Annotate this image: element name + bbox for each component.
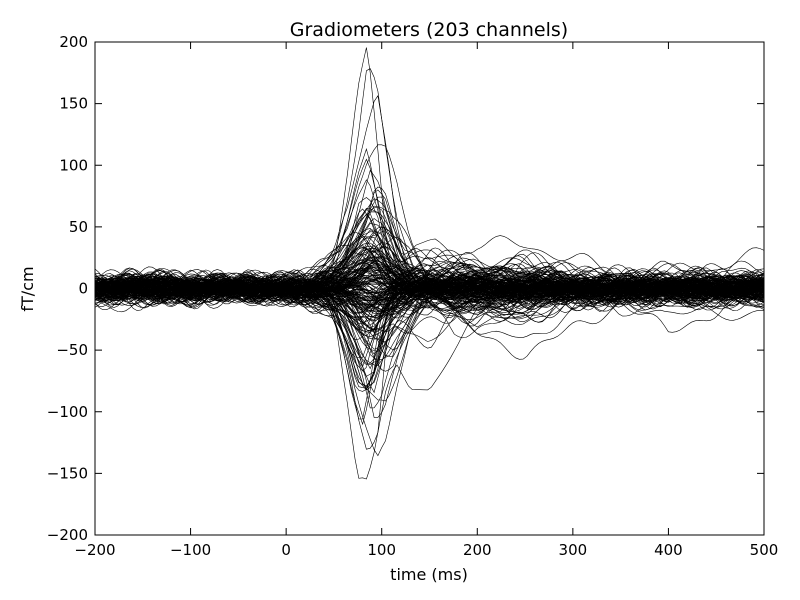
channel-trace xyxy=(95,226,764,307)
x-axis-label: time (ms) xyxy=(390,565,468,584)
y-tick-label: −200 xyxy=(47,526,88,544)
channel-trace xyxy=(95,279,764,331)
channel-trace xyxy=(95,275,764,298)
x-tick-label: 500 xyxy=(750,541,779,559)
y-tick-label: 100 xyxy=(59,156,88,174)
x-tick-label: −100 xyxy=(170,541,211,559)
y-tick-label: 200 xyxy=(59,33,88,51)
traces xyxy=(95,47,764,480)
channel-trace xyxy=(95,273,764,308)
channel-trace xyxy=(95,266,764,308)
chart-title: Gradiometers (203 channels) xyxy=(290,19,568,41)
y-tick-label: −50 xyxy=(56,341,88,359)
x-tick-label: −200 xyxy=(74,541,115,559)
x-tick-label: 300 xyxy=(559,541,588,559)
channel-trace xyxy=(95,231,764,303)
channel-trace xyxy=(95,205,764,296)
y-tick-label: 0 xyxy=(78,280,88,298)
channel-trace xyxy=(95,277,764,338)
channel-trace xyxy=(95,259,764,303)
channel-trace xyxy=(95,246,764,301)
channel-trace xyxy=(95,278,764,297)
x-tick-label: 0 xyxy=(281,541,291,559)
channel-trace xyxy=(95,267,764,308)
y-axis-label: fT/cm xyxy=(18,266,37,311)
x-tick-label: 400 xyxy=(654,541,683,559)
channel-trace xyxy=(95,259,764,297)
y-tick-label: −150 xyxy=(47,464,88,482)
channel-trace xyxy=(95,257,764,301)
axis-ticks: −200 −100 0 100 200 300 400 500 −200 −150 −100 −50 0… xyxy=(47,33,779,559)
x-tick-label: 100 xyxy=(367,541,396,559)
y-tick-label: 150 xyxy=(59,95,88,113)
x-tick-label: 200 xyxy=(463,541,492,559)
y-tick-label: −100 xyxy=(47,403,88,421)
y-tick-label: 50 xyxy=(69,218,88,236)
channel-trace xyxy=(95,270,764,391)
